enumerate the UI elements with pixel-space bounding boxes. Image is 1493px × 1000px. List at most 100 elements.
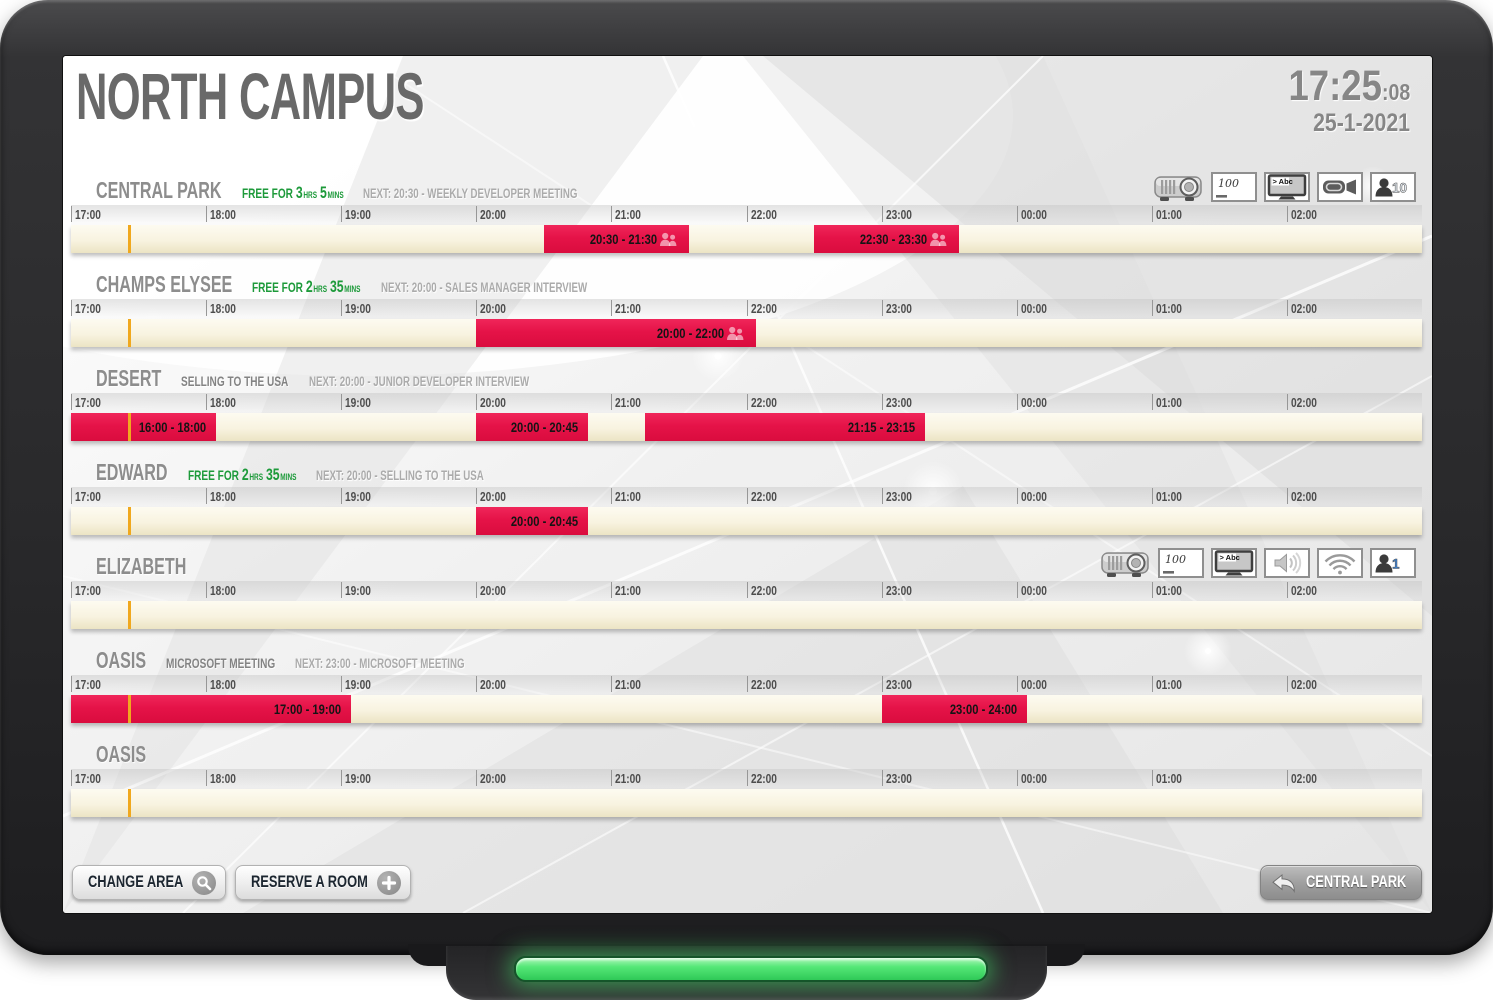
room-row-champs-elysee-1[interactable]: CHAMPS ELYSEE FREE FOR 2HRS 35MINS NEXT: 20:… bbox=[71, 271, 1422, 347]
free-status: FREE FOR 3HRS 5MINS bbox=[242, 183, 344, 203]
hour-label: 02:00 bbox=[1286, 394, 1317, 410]
hour-label: 00:00 bbox=[1016, 394, 1047, 410]
hour-label: 01:00 bbox=[1151, 488, 1182, 504]
free-status-hours: 2 bbox=[241, 465, 249, 484]
booking-block[interactable]: 20:00 - 22:00 bbox=[476, 319, 757, 347]
hour-label-strip: 17:00 18:00 19:00 20:00 21:00 22:00 23:00 00:00… bbox=[71, 205, 1422, 225]
free-status-prefix: FREE FOR bbox=[241, 185, 293, 201]
booking-block[interactable]: 21:15 - 23:15 bbox=[645, 413, 926, 441]
room-row-oasis-5[interactable]: OASIS MICROSOFT MEETING NEXT: 23:00 - MICR… bbox=[71, 647, 1422, 723]
room-row-oasis-6[interactable]: OASIS 17:00 18:00 19:00 20:00 21:00 22:00 23:00… bbox=[71, 741, 1422, 817]
timeline-bar[interactable]: 17:00 - 19:00 23:00 - 24:00 bbox=[71, 695, 1422, 723]
room-row-edward-3[interactable]: EDWARD FREE FOR 2HRS 35MINS NEXT: 20:00 - SE… bbox=[71, 459, 1422, 535]
free-status-hours: 3 bbox=[295, 183, 303, 202]
hour-label: 01:00 bbox=[1151, 582, 1182, 598]
booking-block[interactable]: 22:30 - 23:30 bbox=[814, 225, 960, 253]
current-time-indicator bbox=[127, 695, 131, 723]
timeline-bar[interactable]: 16:00 - 18:00 20:00 - 20:45 21:15 - 23:15 bbox=[71, 413, 1422, 441]
change-area-button[interactable]: CHANGE AREA bbox=[72, 865, 227, 900]
hour-label: 20:00 bbox=[476, 300, 506, 316]
next-meeting-info: NEXT: 23:00 - MICROSOFT MEETING bbox=[295, 656, 465, 671]
room-name[interactable]: DESERT bbox=[96, 365, 162, 391]
hour-label: 18:00 bbox=[206, 206, 236, 222]
hour-label: 22:00 bbox=[746, 676, 777, 692]
room-row-elizabeth-4[interactable]: ELIZABETH 100 > Abc 1 17:00 18:00 19:00 20:00 21… bbox=[71, 548, 1422, 629]
hour-label: 22:00 bbox=[746, 206, 777, 222]
current-time-indicator bbox=[127, 601, 131, 629]
hour-label-strip: 17:00 18:00 19:00 20:00 21:00 22:00 23:00 00:00… bbox=[71, 299, 1422, 319]
back-to-room-button[interactable]: CENTRAL PARK bbox=[1259, 865, 1422, 900]
hour-label-strip: 17:00 18:00 19:00 20:00 21:00 22:00 23:00 00:00… bbox=[71, 581, 1422, 601]
hour-label: 18:00 bbox=[206, 488, 236, 504]
room-name[interactable]: CENTRAL PARK bbox=[96, 177, 222, 203]
hour-label: 20:00 bbox=[476, 206, 506, 222]
room-name[interactable]: ELIZABETH bbox=[96, 553, 187, 579]
hour-label: 02:00 bbox=[1286, 206, 1317, 222]
hour-label: 20:00 bbox=[476, 394, 506, 410]
free-status-minutes_unit: MINS bbox=[327, 190, 344, 200]
hour-label-strip: 17:00 18:00 19:00 20:00 21:00 22:00 23:00 00:00… bbox=[71, 393, 1422, 413]
hour-label: 21:00 bbox=[611, 300, 641, 316]
hour-label: 21:00 bbox=[611, 676, 641, 692]
booking-block[interactable]: 20:00 - 20:45 bbox=[476, 413, 588, 441]
booking-block[interactable]: 23:00 - 24:00 bbox=[881, 695, 1027, 723]
room-row-central-park-0[interactable]: CENTRAL PARK FREE FOR 3HRS 5MINS NEXT: 20:30… bbox=[71, 172, 1422, 253]
clock: 17:25:08 25-1-2021 bbox=[1288, 63, 1410, 136]
room-row-desert-2[interactable]: DESERT SELLING TO THE USA NEXT: 20:00 - JU… bbox=[71, 365, 1422, 441]
booking-time-label: 20:00 - 20:45 bbox=[510, 419, 578, 435]
next-meeting-info: NEXT: 20:00 - SELLING TO THE USA bbox=[316, 468, 484, 483]
booking-block[interactable]: 20:00 - 20:45 bbox=[476, 507, 588, 535]
free-status-hours_unit: HRS bbox=[313, 284, 328, 294]
timeline-bar[interactable]: 20:00 - 22:00 bbox=[71, 319, 1422, 347]
free-status-hours_unit: HRS bbox=[249, 472, 263, 482]
hour-label: 23:00 bbox=[881, 582, 912, 598]
hour-label-strip: 17:00 18:00 19:00 20:00 21:00 22:00 23:00 00:00… bbox=[71, 487, 1422, 507]
room-name[interactable]: CHAMPS ELYSEE bbox=[96, 271, 233, 297]
room-header: CHAMPS ELYSEE FREE FOR 2HRS 35MINS NEXT: 20:… bbox=[71, 271, 1422, 299]
booking-block[interactable]: 17:00 - 19:00 bbox=[71, 695, 352, 723]
hour-label: 00:00 bbox=[1016, 300, 1047, 316]
hour-label: 01:00 bbox=[1151, 394, 1182, 410]
timeline-bar[interactable] bbox=[71, 789, 1422, 817]
room-header: ELIZABETH 100 > Abc 1 bbox=[71, 548, 1422, 581]
current-time-indicator bbox=[127, 789, 131, 817]
booking-block[interactable]: 20:30 - 21:30 bbox=[543, 225, 689, 253]
camera-icon bbox=[1317, 172, 1363, 202]
next-meeting-info: NEXT: 20:00 - JUNIOR DEVELOPER INTERVIEW bbox=[308, 374, 529, 389]
timeline-bar[interactable]: 20:00 - 20:45 bbox=[71, 507, 1422, 535]
room-name[interactable]: OASIS bbox=[96, 741, 147, 767]
hour-label: 22:00 bbox=[746, 394, 777, 410]
wifi-icon bbox=[1317, 548, 1363, 578]
room-name[interactable]: EDWARD bbox=[96, 459, 168, 485]
room-header: CENTRAL PARK FREE FOR 3HRS 5MINS NEXT: 20:30… bbox=[71, 172, 1422, 205]
status-led-green bbox=[514, 956, 988, 982]
hour-label: 19:00 bbox=[341, 206, 371, 222]
hour-label: 18:00 bbox=[206, 676, 236, 692]
next-meeting-info: NEXT: 20:00 - SALES MANAGER INTERVIEW bbox=[380, 280, 587, 295]
room-name[interactable]: OASIS bbox=[96, 647, 147, 673]
svg-text:1: 1 bbox=[1392, 557, 1400, 572]
hour-label-strip: 17:00 18:00 19:00 20:00 21:00 22:00 23:00 00:00… bbox=[71, 675, 1422, 695]
hour-label: 19:00 bbox=[341, 488, 371, 504]
booking-block[interactable]: 16:00 - 18:00 bbox=[71, 413, 217, 441]
timeline-bar[interactable] bbox=[71, 601, 1422, 629]
reserve-room-button[interactable]: RESERVE A ROOM bbox=[235, 865, 412, 900]
free-status-hours_unit: HRS bbox=[303, 190, 317, 200]
speaker-icon bbox=[1264, 548, 1310, 578]
booking-time-label: 20:30 - 21:30 bbox=[589, 231, 657, 247]
hour-label: 00:00 bbox=[1016, 206, 1047, 222]
free-status-hours: 2 bbox=[306, 277, 313, 296]
whiteboard-icon: 100 bbox=[1211, 172, 1257, 202]
hour-label: 20:00 bbox=[476, 770, 506, 786]
hour-label: 21:00 bbox=[611, 206, 641, 222]
hour-label: 01:00 bbox=[1151, 770, 1182, 786]
hour-label: 17:00 bbox=[71, 582, 101, 598]
hour-label: 20:00 bbox=[476, 582, 506, 598]
hour-label: 02:00 bbox=[1286, 582, 1317, 598]
free-status-prefix: FREE FOR bbox=[252, 279, 304, 295]
timeline-bar[interactable]: 20:30 - 21:30 22:30 - 23:30 bbox=[71, 225, 1422, 253]
whiteboard-icon: 100 bbox=[1158, 548, 1204, 578]
booking-time-label: 16:00 - 18:00 bbox=[138, 419, 207, 435]
hour-label: 18:00 bbox=[206, 582, 236, 598]
